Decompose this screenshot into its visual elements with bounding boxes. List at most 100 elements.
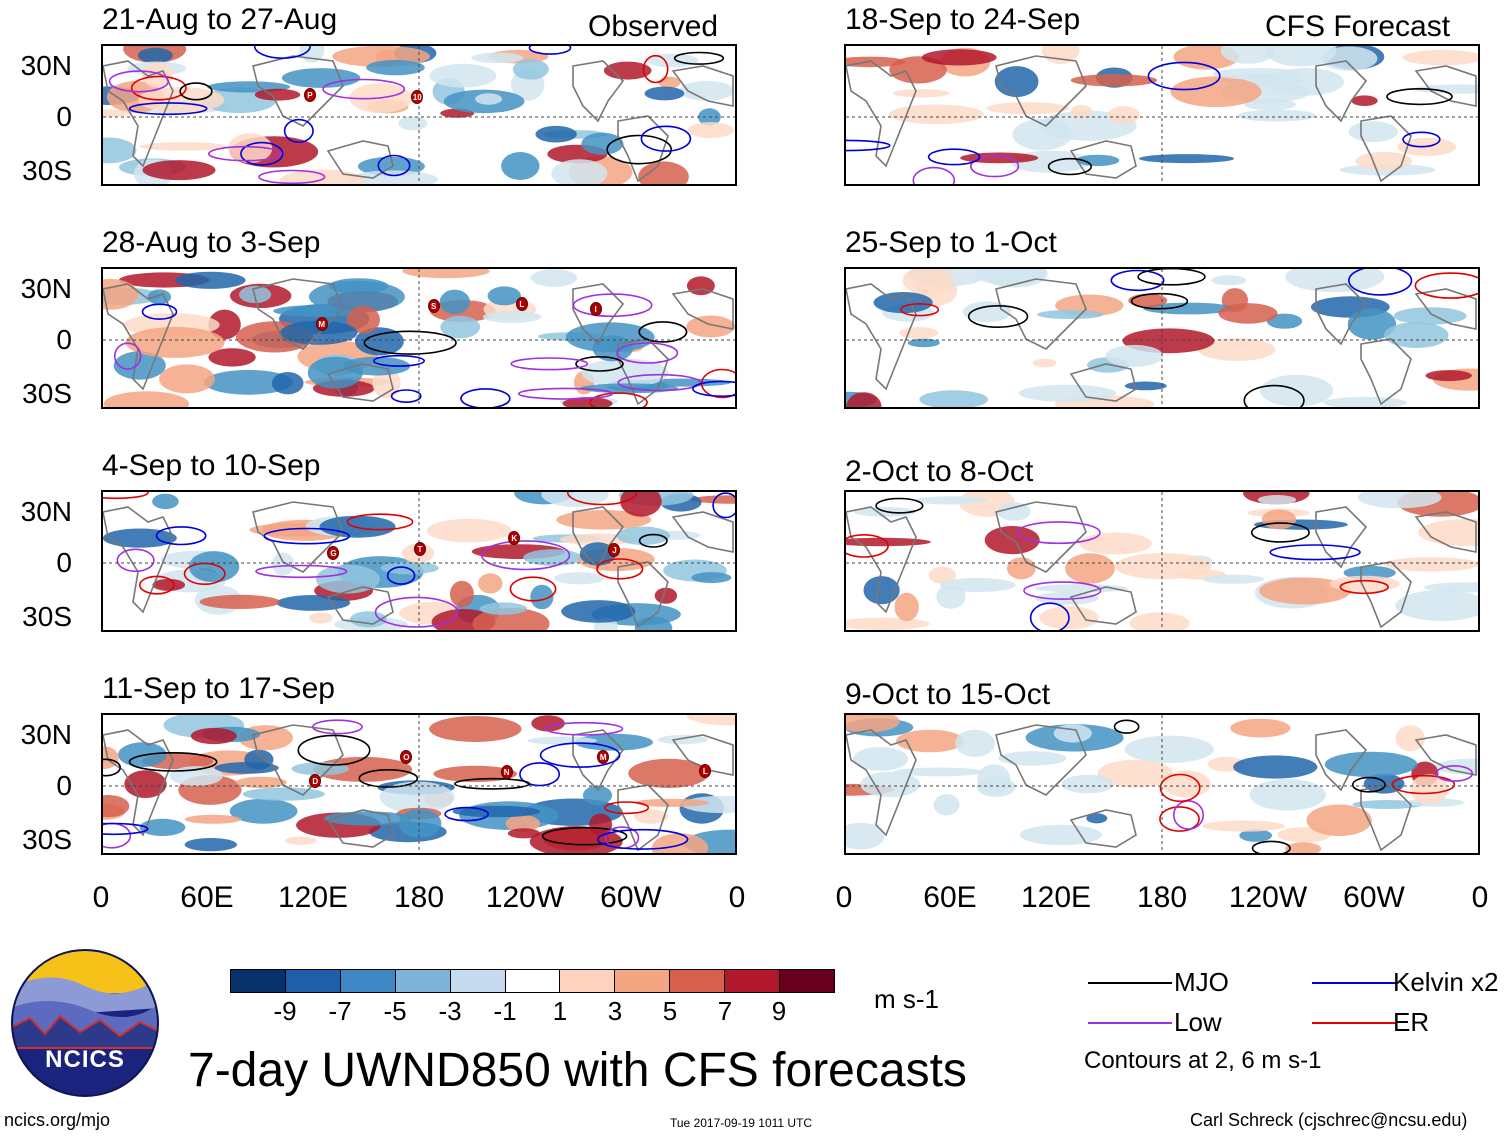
anomaly-blob — [184, 814, 242, 824]
colorbar-units: m s-1 — [874, 984, 939, 1014]
anomaly-blob — [1124, 381, 1167, 391]
wave-contour — [846, 139, 891, 152]
coastline — [103, 506, 174, 614]
lon-label-left-120e: 120E — [277, 881, 349, 914]
wave-contour — [1243, 384, 1305, 407]
anomaly-blob — [846, 715, 900, 733]
colorbar-swatch — [394, 969, 451, 993]
map-panel-right-4 — [844, 713, 1480, 855]
wave-contour — [128, 102, 208, 116]
anomaly-blob — [1265, 46, 1337, 67]
legend-note: Contours at 2, 6 m s-1 — [1084, 1047, 1322, 1074]
coastline — [326, 363, 394, 402]
coastline — [617, 561, 669, 629]
anomaly-blob — [1034, 584, 1128, 593]
anomaly-blob — [440, 315, 481, 339]
lat-label-30n: 30N — [20, 273, 72, 304]
wave-contour — [454, 777, 531, 790]
anomaly-blob — [113, 351, 166, 380]
anomaly-blob — [997, 502, 1031, 521]
anomaly-blob — [159, 364, 215, 394]
anomaly-blob — [1097, 759, 1174, 788]
wave-contour — [363, 330, 457, 355]
anomaly-blob — [402, 269, 490, 279]
map-field — [103, 715, 735, 853]
anomaly-blob — [471, 52, 524, 64]
anomaly-blob — [1211, 275, 1247, 286]
map-panel-right-2 — [844, 267, 1480, 409]
anomaly-blob — [1383, 557, 1478, 572]
coastline — [1315, 283, 1368, 346]
panel-title-right-3: 2-Oct to 8-Oct — [845, 455, 1034, 488]
storm-marker: J — [608, 543, 621, 558]
anomaly-blob — [888, 104, 984, 125]
coastline — [1414, 734, 1477, 776]
colorbar-tick: -3 — [438, 996, 462, 1026]
wave-contour — [116, 548, 155, 573]
anomaly-blob — [479, 602, 527, 615]
anomaly-blob — [309, 612, 333, 624]
wave-contour — [155, 526, 207, 546]
map-panel-left-1: P 10 — [101, 44, 737, 186]
wave-contour — [255, 564, 348, 579]
colorbar-tick: -5 — [383, 996, 407, 1026]
anomaly-blob — [379, 781, 455, 813]
anomaly-blob — [103, 391, 190, 407]
coastline — [1069, 140, 1137, 179]
coastline — [1360, 115, 1412, 183]
anomaly-blob — [501, 152, 540, 180]
anomaly-blob — [921, 49, 997, 66]
storm-marker: M — [315, 317, 328, 332]
wave-contour — [179, 82, 213, 101]
anomaly-blob — [1425, 370, 1472, 382]
coastline — [572, 283, 625, 346]
colorbar-tick: -1 — [493, 996, 517, 1026]
anomaly-blob — [244, 749, 274, 770]
storm-marker: K — [508, 530, 521, 545]
main-title: 7-day UWND850 with CFS forecasts — [188, 1044, 967, 1097]
anomaly-blob — [449, 580, 474, 608]
anomaly-blob — [691, 572, 732, 584]
coastline — [995, 278, 1087, 350]
coastline — [572, 60, 625, 123]
wave-contour — [1339, 579, 1389, 595]
coastline — [671, 288, 734, 330]
coastline — [671, 734, 734, 776]
anomaly-blob — [398, 116, 428, 131]
wave-contour — [1029, 602, 1070, 630]
anomaly-blob — [1395, 725, 1425, 752]
anomaly-blob — [147, 289, 172, 305]
anomaly-blob — [933, 794, 960, 816]
anomaly-blob — [893, 767, 985, 777]
anomaly-blob — [679, 80, 735, 101]
colorbar-swatch — [779, 969, 835, 993]
wave-contour — [1047, 157, 1092, 176]
wave-contour — [642, 54, 669, 84]
lon-label-right-60w: 60W — [1343, 881, 1405, 914]
wave-contour — [1386, 87, 1453, 106]
wave-contour — [208, 145, 283, 162]
wave-contour — [1348, 269, 1413, 296]
coastline — [1069, 363, 1137, 402]
lat-label-30n: 30N — [20, 719, 72, 750]
wave-contour — [1402, 131, 1441, 148]
anomaly-blob — [1355, 151, 1413, 170]
panel-title-left-3: 4-Sep to 10-Sep — [102, 449, 321, 482]
wave-contour — [108, 70, 170, 93]
anomaly-blob — [955, 729, 995, 757]
wave-contour — [130, 75, 187, 101]
anomaly-blob — [686, 715, 735, 726]
anomaly-blob — [175, 271, 246, 289]
storm-marker: T — [413, 541, 426, 556]
anomaly-blob — [1393, 307, 1467, 325]
wave-contour — [444, 806, 490, 822]
anomaly-blob — [315, 564, 380, 594]
anomaly-blob — [928, 566, 957, 584]
anomaly-blob — [308, 280, 405, 313]
lat-label-30s: 30S — [22, 824, 72, 855]
map-field — [103, 492, 735, 630]
colorbar-tick: 3 — [607, 996, 623, 1026]
wave-contour — [114, 342, 142, 370]
anomaly-blob — [507, 828, 540, 839]
anomaly-blob — [1170, 76, 1262, 107]
